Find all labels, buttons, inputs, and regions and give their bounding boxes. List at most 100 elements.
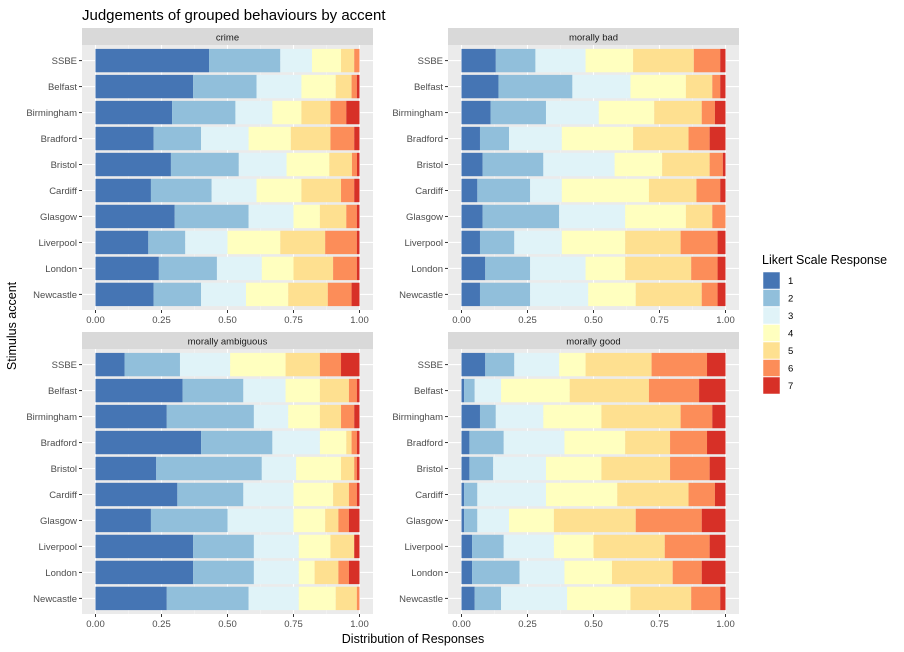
bar-belfast-response-1 [95,74,194,99]
bar-belfast-response-5 [685,74,713,99]
y-tick-label: Cardiff [49,490,77,501]
bar-newcastle-response-6 [691,586,721,611]
x-tick-label: 0.50 [584,619,603,630]
x-tick-label: 0.25 [518,619,537,630]
bar-ssbe-response-7 [720,48,726,73]
legend-label-3: 3 [788,311,793,322]
y-tick-label: Newcastle [33,290,77,301]
bar-bristol-response-5 [341,456,355,481]
bar-newcastle-response-3 [530,282,589,307]
bar-liverpool-response-2 [472,534,504,559]
bar-newcastle-response-2 [166,586,249,611]
bar-bradford-response-6 [330,126,355,151]
bar-belfast-response-1 [461,74,499,99]
bar-london-response-7 [717,256,726,281]
bar-bristol-response-4 [614,152,663,177]
bar-cardiff-response-3 [530,178,562,203]
bar-cardiff-response-7 [714,482,726,507]
bar-newcastle-response-5 [288,282,328,307]
bar-london-response-5 [314,560,339,585]
bar-london-response-2 [485,256,531,281]
y-tick-label: Bristol [417,160,443,171]
bar-newcastle-response-5 [335,586,357,611]
bar-bristol-response-5 [601,456,671,481]
bar-glasgow-response-2 [464,508,478,533]
bar-bristol-response-1 [461,456,470,481]
bar-london-response-3 [253,560,299,585]
bar-birmingham-response-3 [545,100,599,125]
y-tick-label: Bristol [51,160,77,171]
bar-cardiff-response-1 [461,482,465,507]
legend: Likert Scale Response 1 2 3 4 5 6 7 [762,253,887,395]
bar-london-response-6 [672,560,702,585]
bar-liverpool-response-7 [709,534,726,559]
bar-ssbe-response-4 [230,352,286,377]
bar-liverpool-response-3 [185,230,228,255]
bar-london-response-2 [193,560,254,585]
bar-newcastle-response-7 [720,586,726,611]
bar-bristol-response-7 [709,456,726,481]
bar-belfast-response-4 [630,74,686,99]
bar-bristol-response-4 [286,152,330,177]
x-tick-label: 1.00 [350,619,369,630]
bar-ssbe-response-4 [311,48,342,73]
bar-glasgow-response-3 [227,508,294,533]
bar-bradford-response-2 [201,430,273,455]
x-tick-label: 0.75 [650,315,669,326]
y-tick-label: Liverpool [404,542,443,553]
x-tick-label: 1.00 [716,619,735,630]
bar-newcastle-response-3 [501,586,568,611]
bar-birmingham-response-1 [95,404,167,429]
bar-bradford-response-5 [290,126,331,151]
bar-belfast-response-1 [461,378,465,403]
bar-bristol-response-7 [722,152,726,177]
bar-london-response-4 [298,560,315,585]
facet-panels: crime SSBE Belfast Birmingham Bradford Bristo… [26,28,739,630]
bar-newcastle-response-2 [153,282,202,307]
y-tick-label: Glasgow [406,212,443,223]
bar-london-response-6 [333,256,357,281]
legend-label-6: 6 [788,364,793,375]
bar-birmingham-response-6 [680,404,713,429]
bar-birmingham-response-1 [461,404,480,429]
legend-key-7 [762,376,781,395]
bar-newcastle-response-3 [201,282,246,307]
bar-liverpool-response-7 [356,230,360,255]
bar-ssbe-response-2 [495,48,536,73]
bar-belfast-response-6 [712,74,721,99]
y-tick-label: Liverpool [38,542,77,553]
y-tick-label: Glasgow [40,516,77,527]
bar-glasgow-response-1 [461,508,465,533]
bar-newcastle-response-1 [461,586,475,611]
bar-ssbe-response-1 [95,352,125,377]
bar-london-response-3 [216,256,262,281]
bar-belfast-response-3 [474,378,502,403]
bar-bradford-response-3 [272,430,320,455]
bar-birmingham-response-7 [712,404,726,429]
bar-london-response-7 [356,256,360,281]
bar-belfast-response-6 [348,378,357,403]
bar-liverpool-response-1 [95,534,194,559]
bar-glasgow-response-4 [625,204,686,229]
bar-newcastle-response-1 [95,282,154,307]
bar-glasgow-response-7 [701,508,726,533]
bar-bristol-response-1 [95,152,171,177]
y-tick-label: Bradford [407,134,443,145]
bar-liverpool-response-4 [227,230,281,255]
bar-birmingham-response-1 [95,100,173,125]
legend-key-1 [762,271,781,290]
bar-london-response-2 [158,256,217,281]
bar-ssbe-response-3 [514,352,560,377]
bar-cardiff-response-4 [545,482,618,507]
legend-key-3 [762,306,781,325]
bar-birmingham-response-2 [479,404,496,429]
bar-bristol-response-6 [670,456,710,481]
bar-london-response-3 [530,256,586,281]
y-tick-label: Belfast [48,386,77,397]
bar-bristol-response-6 [351,152,357,177]
bar-glasgow-response-3 [477,508,510,533]
bar-belfast-response-2 [193,74,257,99]
y-tick-label: Bristol [51,464,77,475]
bar-birmingham-response-4 [272,100,302,125]
